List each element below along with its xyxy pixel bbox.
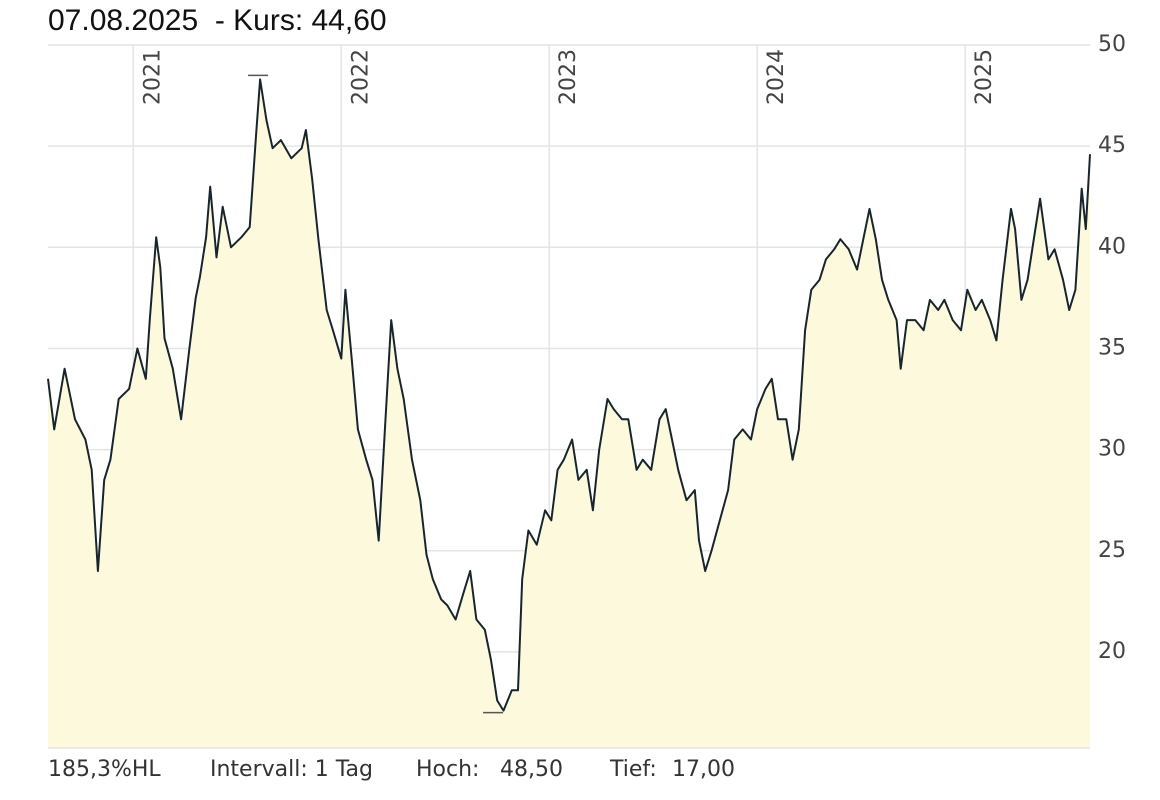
chart-title: 07.08.2025 - Kurs: 44,60 bbox=[48, 4, 387, 37]
y-tick-label: 20 bbox=[1098, 639, 1126, 664]
x-tick-label: 2024 bbox=[764, 49, 789, 105]
footer-high-label: Hoch: bbox=[416, 757, 479, 782]
footer-low-value: 17,00 bbox=[672, 757, 735, 782]
footer-interval: Intervall: 1 Tag bbox=[210, 757, 373, 782]
footer-high-value: 48,50 bbox=[500, 757, 563, 782]
y-tick-label: 35 bbox=[1098, 335, 1126, 360]
x-tick-label: 2025 bbox=[972, 49, 997, 105]
x-tick-label: 2023 bbox=[556, 49, 581, 105]
x-tick-label: 2021 bbox=[140, 49, 165, 105]
y-tick-label: 25 bbox=[1098, 538, 1126, 563]
footer-range: 185,3%HL bbox=[48, 757, 161, 782]
area-fill bbox=[48, 79, 1090, 748]
y-tick-label: 45 bbox=[1098, 133, 1126, 158]
footer-low-label: Tief: bbox=[609, 757, 657, 782]
y-tick-label: 40 bbox=[1098, 234, 1126, 259]
y-tick-label: 50 bbox=[1098, 32, 1126, 57]
x-tick-label: 2022 bbox=[348, 49, 373, 105]
y-tick-label: 30 bbox=[1098, 437, 1126, 462]
price-line bbox=[47, 78, 1091, 712]
